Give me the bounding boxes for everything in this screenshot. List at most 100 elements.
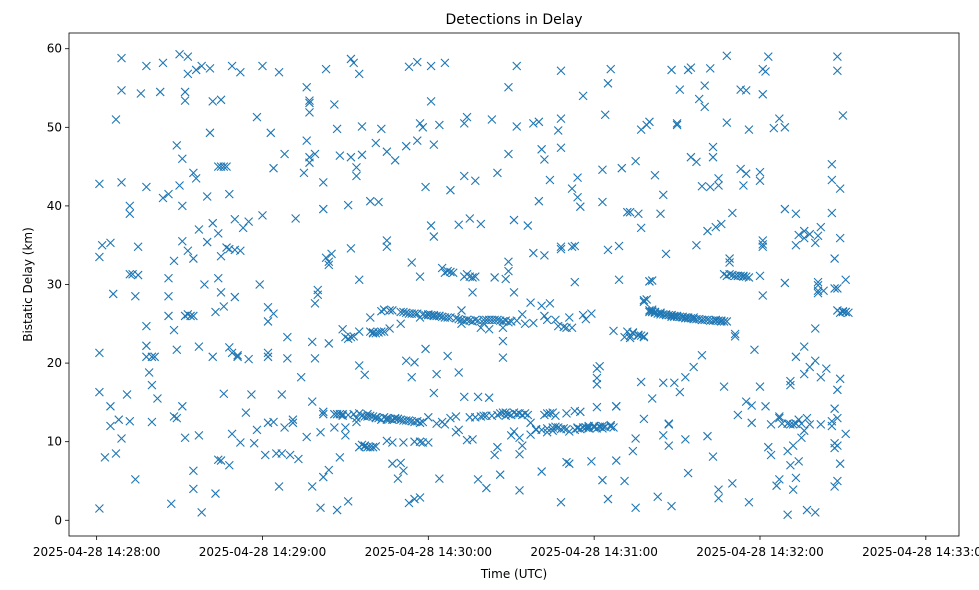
data-point	[772, 481, 781, 491]
y-tick-label: 30	[47, 278, 62, 292]
data-point	[636, 223, 646, 233]
data-point	[722, 51, 732, 61]
data-point	[415, 272, 425, 282]
data-point	[628, 328, 638, 338]
data-point	[288, 418, 298, 428]
data-point	[434, 474, 444, 484]
data-point	[592, 373, 602, 383]
data-point	[213, 229, 223, 238]
data-point	[606, 64, 616, 74]
data-point	[573, 173, 582, 183]
x-tick-label: 2025-04-28 14:31:00	[530, 545, 657, 559]
data-point	[244, 217, 254, 227]
data-point	[537, 467, 547, 476]
data-point	[227, 348, 237, 358]
x-tick-label: 2025-04-28 14:29:00	[199, 545, 326, 559]
data-point	[418, 417, 428, 427]
data-point	[700, 81, 710, 91]
data-point	[647, 276, 657, 285]
data-point	[194, 431, 204, 440]
data-point	[744, 125, 754, 135]
data-point	[158, 193, 168, 203]
data-point	[177, 236, 187, 246]
data-point	[667, 65, 676, 75]
data-point	[761, 401, 770, 411]
data-point	[363, 409, 372, 419]
data-point	[194, 225, 204, 234]
data-point	[540, 251, 549, 260]
data-point	[763, 442, 773, 452]
data-point	[318, 472, 328, 482]
data-point	[332, 505, 342, 515]
data-point	[346, 54, 356, 64]
data-point	[534, 196, 544, 206]
data-point	[186, 311, 196, 321]
data-point	[451, 412, 461, 421]
data-point	[841, 307, 851, 317]
data-point	[346, 152, 356, 162]
data-point	[136, 89, 146, 98]
data-point	[774, 475, 784, 484]
data-point	[302, 432, 312, 442]
data-point	[258, 210, 267, 220]
data-point	[401, 141, 411, 151]
data-point	[233, 352, 242, 362]
data-point	[440, 58, 450, 68]
data-point	[592, 402, 602, 412]
data-point	[714, 174, 723, 183]
data-point	[235, 246, 245, 256]
data-point	[222, 243, 231, 252]
data-point	[95, 387, 104, 397]
data-point	[719, 382, 729, 392]
data-point	[487, 115, 497, 124]
data-point	[266, 128, 276, 138]
data-point	[247, 390, 256, 399]
data-point	[537, 144, 547, 154]
y-tick-label: 60	[47, 42, 62, 56]
data-point	[562, 457, 571, 467]
data-point	[631, 503, 641, 513]
data-point	[830, 482, 840, 491]
data-point	[233, 350, 242, 360]
data-point	[656, 308, 665, 318]
data-point	[175, 181, 184, 190]
data-point	[415, 493, 425, 502]
data-point	[705, 63, 715, 73]
data-point	[727, 478, 737, 488]
data-point	[832, 385, 842, 395]
data-point	[827, 175, 837, 185]
data-point	[473, 475, 483, 484]
data-point	[794, 230, 804, 240]
data-point	[407, 372, 417, 382]
data-point	[169, 256, 179, 266]
data-point	[606, 422, 616, 432]
data-point	[177, 401, 187, 411]
data-point	[321, 64, 331, 74]
data-point	[412, 136, 422, 146]
data-point	[125, 209, 135, 219]
data-point	[183, 69, 193, 79]
data-point	[827, 421, 837, 431]
data-point	[426, 221, 436, 230]
data-point	[106, 238, 115, 248]
data-point	[747, 418, 757, 428]
data-point	[415, 118, 425, 128]
data-point	[545, 409, 555, 418]
data-point	[404, 416, 414, 425]
data-point	[484, 393, 494, 403]
data-point	[459, 392, 469, 402]
data-point	[675, 387, 685, 397]
data-point	[835, 459, 845, 469]
data-point	[142, 321, 151, 331]
data-point	[551, 411, 560, 421]
data-point	[108, 289, 118, 299]
data-point	[365, 411, 375, 421]
data-point	[633, 330, 643, 340]
data-point	[540, 155, 549, 164]
data-point	[517, 441, 527, 451]
data-point	[493, 315, 502, 325]
data-point	[454, 368, 464, 377]
data-point	[349, 58, 359, 68]
data-point	[410, 309, 419, 318]
data-point	[835, 233, 845, 243]
